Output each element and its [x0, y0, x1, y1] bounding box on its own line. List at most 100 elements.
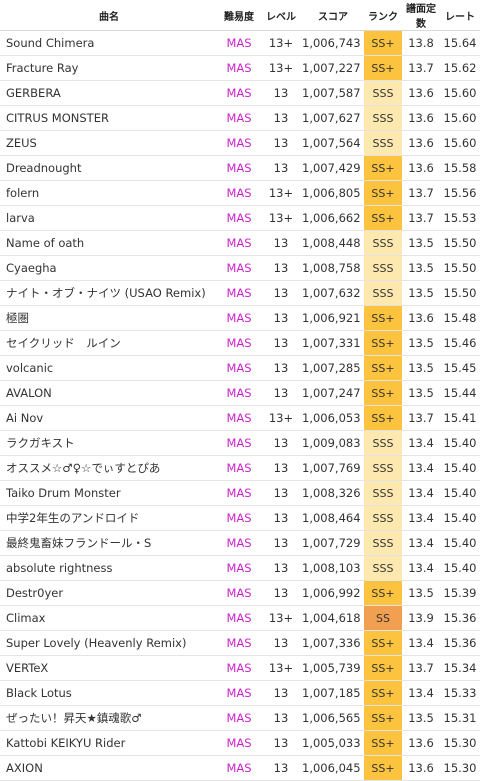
constant-cell: 13.6 — [402, 105, 440, 131]
song-cell: Super Lovely (Heavenly Remix) — [0, 630, 218, 656]
constant-cell: 13.6 — [402, 305, 440, 331]
rank-cell: SS+ — [364, 55, 402, 81]
rank-cell: SS+ — [364, 680, 402, 706]
rate-cell: 15.33 — [440, 680, 480, 706]
rate-cell: 15.50 — [440, 280, 480, 306]
song-cell: AXION — [0, 755, 218, 781]
col-header-constant[interactable]: 譜面定数 — [402, 0, 440, 31]
score-cell: 1,007,729 — [302, 530, 364, 556]
difficulty-cell: MAS — [218, 180, 260, 206]
song-cell: GERBERA — [0, 80, 218, 106]
table-row: ナイト・オブ・ナイツ (USAO Remix) MAS 13 1,007,632 SSS… — [0, 280, 480, 306]
rate-cell: 15.58 — [440, 155, 480, 181]
rate-cell: 15.50 — [440, 230, 480, 256]
table-row: Dreadnought MAS 13 1,007,429 SS+ 13.6 15.58 — [0, 155, 480, 181]
table-row: Super Lovely (Heavenly Remix) MAS 13 1,007,… — [0, 630, 480, 656]
difficulty-cell: MAS — [218, 555, 260, 581]
rate-cell: 15.48 — [440, 305, 480, 331]
constant-cell: 13.7 — [402, 180, 440, 206]
constant-cell: 13.7 — [402, 405, 440, 431]
rank-cell: SSS — [364, 455, 402, 481]
table-row: absolute rightness MAS 13 1,008,103 SSS 13.4 1… — [0, 555, 480, 581]
song-cell: ラクガキスト — [0, 430, 218, 456]
rank-cell: SSS — [364, 105, 402, 131]
rank-cell: SS+ — [364, 205, 402, 231]
table-row: GERBERA MAS 13 1,007,587 SSS 13.6 15.60 — [0, 80, 480, 106]
difficulty-cell: MAS — [218, 30, 260, 56]
rank-cell: SSS — [364, 130, 402, 156]
rank-cell: SS+ — [364, 580, 402, 606]
score-cell: 1,006,662 — [302, 205, 364, 231]
rate-cell: 15.30 — [440, 730, 480, 756]
score-cell: 1,008,326 — [302, 480, 364, 506]
difficulty-cell: MAS — [218, 430, 260, 456]
rate-cell: 15.40 — [440, 430, 480, 456]
difficulty-cell: MAS — [218, 55, 260, 81]
difficulty-cell: MAS — [218, 705, 260, 731]
table-row: ぜったい！昇天★鎮魂歌♂ MAS 13 1,006,565 SS+ 13.5 15.31 — [0, 705, 480, 731]
score-cell: 1,008,448 — [302, 230, 364, 256]
table-row: ZEUS MAS 13 1,007,564 SSS 13.6 15.60 — [0, 130, 480, 156]
constant-cell: 13.4 — [402, 430, 440, 456]
level-cell: 13 — [260, 455, 302, 481]
constant-cell: 13.4 — [402, 680, 440, 706]
difficulty-cell: MAS — [218, 730, 260, 756]
score-cell: 1,007,429 — [302, 155, 364, 181]
difficulty-cell: MAS — [218, 580, 260, 606]
table-row: Climax MAS 13+ 1,004,618 SS 13.9 15.36 — [0, 605, 480, 631]
table-row: larva MAS 13+ 1,006,662 SS+ 13.7 15.53 — [0, 205, 480, 231]
rank-cell: SSS — [364, 230, 402, 256]
rate-cell: 15.50 — [440, 255, 480, 281]
song-cell: Climax — [0, 605, 218, 631]
constant-cell: 13.5 — [402, 280, 440, 306]
level-cell: 13 — [260, 580, 302, 606]
table-row: 最終鬼畜妹フランドール・S MAS 13 1,007,729 SSS 13.4 15.40 — [0, 530, 480, 556]
song-cell: 中学2年生のアンドロイド — [0, 505, 218, 531]
table-row: Ai Nov MAS 13+ 1,006,053 SS+ 13.7 15.41 — [0, 405, 480, 431]
level-cell: 13 — [260, 705, 302, 731]
col-header-song[interactable]: 曲名 — [0, 0, 218, 31]
score-cell: 1,005,739 — [302, 655, 364, 681]
level-cell: 13 — [260, 255, 302, 281]
score-cell: 1,009,083 — [302, 430, 364, 456]
level-cell: 13 — [260, 130, 302, 156]
difficulty-cell: MAS — [218, 105, 260, 131]
rate-cell: 15.30 — [440, 755, 480, 781]
constant-cell: 13.4 — [402, 555, 440, 581]
col-header-level[interactable]: レベル — [260, 0, 302, 31]
rate-cell: 15.40 — [440, 530, 480, 556]
col-header-score[interactable]: スコア — [302, 0, 364, 31]
difficulty-cell: MAS — [218, 755, 260, 781]
constant-cell: 13.7 — [402, 205, 440, 231]
constant-cell: 13.5 — [402, 380, 440, 406]
rate-cell: 15.44 — [440, 380, 480, 406]
header-row: 曲名 難易度 レベル スコア ランク 譜面定数 レート — [0, 0, 480, 31]
score-cell: 1,007,769 — [302, 455, 364, 481]
song-cell: 最終鬼畜妹フランドール・S — [0, 530, 218, 556]
rank-cell: SS+ — [364, 655, 402, 681]
col-header-rank[interactable]: ランク — [364, 0, 402, 31]
rank-cell: SS+ — [364, 355, 402, 381]
score-cell: 1,007,632 — [302, 280, 364, 306]
rank-cell: SS+ — [364, 705, 402, 731]
score-cell: 1,006,743 — [302, 30, 364, 56]
difficulty-cell: MAS — [218, 405, 260, 431]
table-row: folern MAS 13+ 1,006,805 SS+ 13.7 15.56 — [0, 180, 480, 206]
rank-cell: SS+ — [364, 30, 402, 56]
col-header-difficulty[interactable]: 難易度 — [218, 0, 260, 31]
table-row: AXION MAS 13 1,006,045 SS+ 13.6 15.30 — [0, 755, 480, 781]
difficulty-cell: MAS — [218, 680, 260, 706]
col-header-rate[interactable]: レート — [440, 0, 480, 31]
score-cell: 1,007,227 — [302, 55, 364, 81]
level-cell: 13 — [260, 680, 302, 706]
rank-cell: SS+ — [364, 330, 402, 356]
score-cell: 1,006,921 — [302, 305, 364, 331]
table-body: Sound Chimera MAS 13+ 1,006,743 SS+ 13.8 15.64… — [0, 30, 480, 781]
score-cell: 1,004,618 — [302, 605, 364, 631]
constant-cell: 13.5 — [402, 230, 440, 256]
score-cell: 1,008,103 — [302, 555, 364, 581]
constant-cell: 13.4 — [402, 455, 440, 481]
level-cell: 13 — [260, 80, 302, 106]
rate-cell: 15.41 — [440, 405, 480, 431]
song-cell: ナイト・オブ・ナイツ (USAO Remix) — [0, 280, 218, 306]
